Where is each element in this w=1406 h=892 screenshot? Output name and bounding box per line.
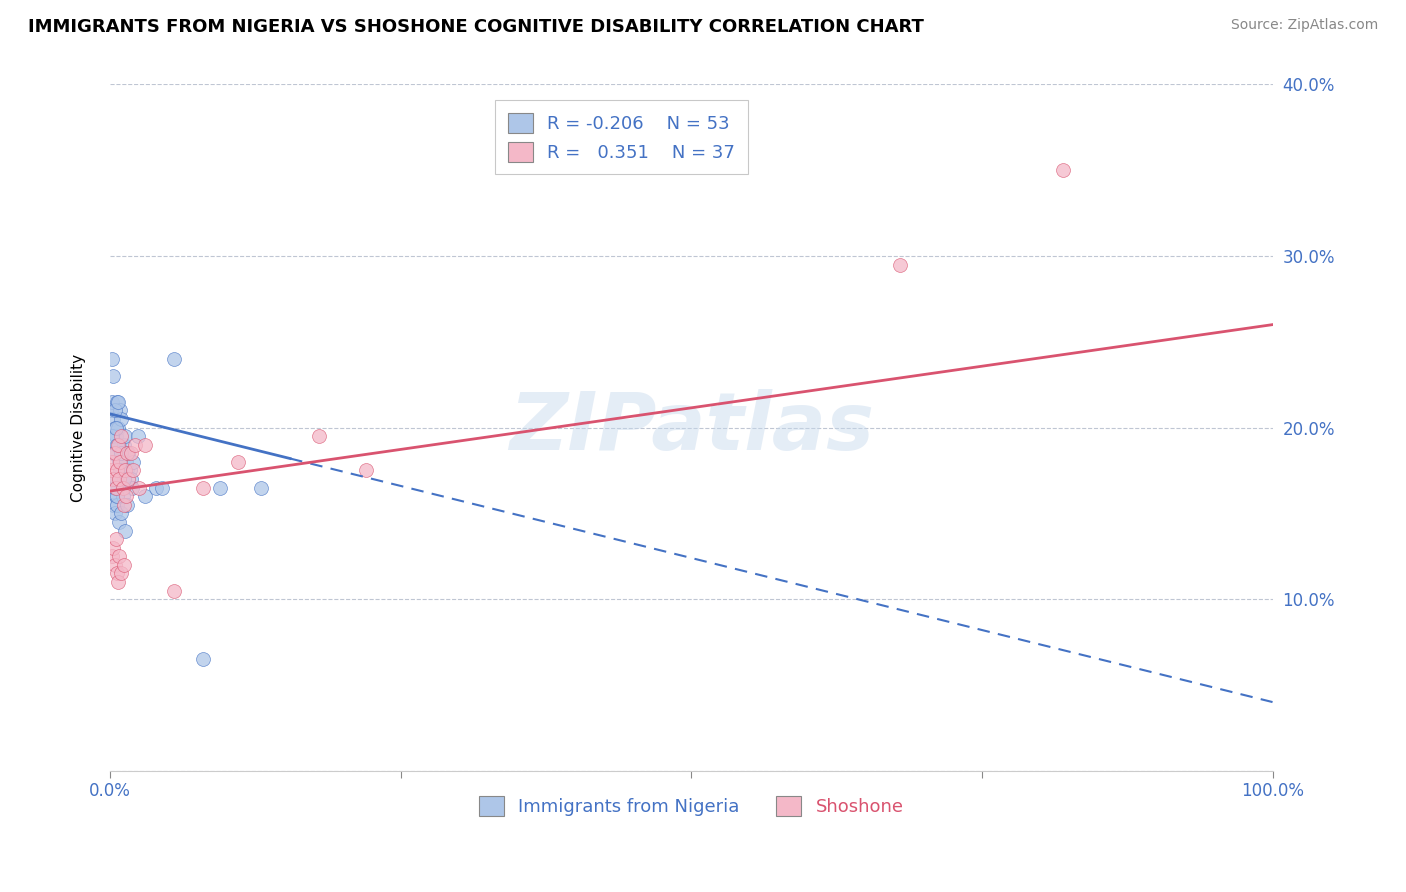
Point [104,420,127,434]
Point [110,463,132,477]
Point [107,420,129,434]
Point [101,429,124,443]
Point [128,481,150,495]
Point [103,498,125,512]
Point [108,455,131,469]
Text: Source: ZipAtlas.com: Source: ZipAtlas.com [1230,18,1378,32]
Point [110,566,132,581]
Point [112,438,135,452]
Point [110,403,132,417]
Point [103,472,125,486]
Point [122,463,145,477]
Point [889,258,911,272]
Point [250,481,273,495]
Point [117,463,139,477]
Point [114,463,136,477]
Point [191,652,214,666]
Point [117,446,139,460]
Point [105,489,128,503]
Point [110,455,132,469]
Point [134,438,156,452]
Point [104,489,127,503]
Point [134,489,156,503]
Point [226,455,249,469]
Point [105,438,128,452]
Point [104,532,127,546]
Point [111,489,134,503]
Point [127,429,149,443]
Point [111,446,134,460]
Point [105,463,128,477]
Point [308,429,330,443]
Point [103,420,125,434]
Point [115,489,138,503]
Point [101,351,124,366]
Point [103,541,125,555]
Point [105,498,128,512]
Point [103,481,125,495]
Point [108,472,131,486]
Point [103,412,125,426]
Point [104,472,127,486]
Point [103,558,125,572]
Point [163,583,186,598]
Point [107,438,129,452]
Point [101,455,124,469]
Point [103,403,125,417]
Point [121,481,143,495]
Point [124,438,146,452]
Legend: Immigrants from Nigeria, Shoshone: Immigrants from Nigeria, Shoshone [471,789,911,823]
Point [108,515,131,529]
Point [112,498,135,512]
Point [145,481,167,495]
Point [100,403,122,417]
Point [1052,163,1074,178]
Point [107,481,129,495]
Point [103,446,125,460]
Point [105,394,128,409]
Point [115,455,138,469]
Point [110,412,132,426]
Point [117,498,139,512]
Point [150,481,173,495]
Point [117,446,139,460]
Y-axis label: Cognitive Disability: Cognitive Disability [72,353,86,501]
Point [120,446,142,460]
Point [114,524,136,538]
Point [112,558,135,572]
Point [114,429,136,443]
Point [209,481,232,495]
Point [354,463,377,477]
Point [100,463,122,477]
Point [108,549,131,564]
Point [103,446,125,460]
Point [105,566,128,581]
Point [112,472,135,486]
Point [107,394,129,409]
Point [163,351,186,366]
Point [104,429,127,443]
Point [103,507,125,521]
Point [110,446,132,460]
Point [110,429,132,443]
Point [118,463,141,477]
Point [191,481,214,495]
Point [122,455,145,469]
Text: ZIPatlas: ZIPatlas [509,389,873,467]
Point [101,549,124,564]
Text: IMMIGRANTS FROM NIGERIA VS SHOSHONE COGNITIVE DISABILITY CORRELATION CHART: IMMIGRANTS FROM NIGERIA VS SHOSHONE COGN… [28,18,924,36]
Point [111,481,134,495]
Point [101,394,124,409]
Point [103,369,125,384]
Point [107,574,129,589]
Point [110,507,132,521]
Point [104,481,127,495]
Point [120,472,142,486]
Point [108,438,131,452]
Point [117,472,139,486]
